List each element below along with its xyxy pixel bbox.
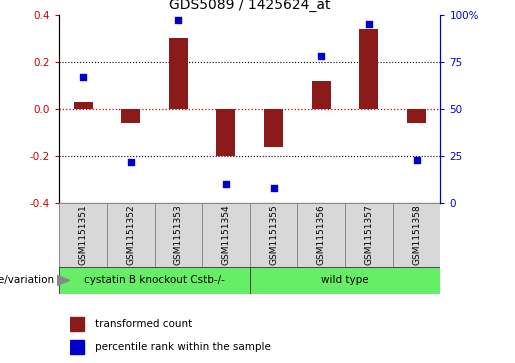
Bar <box>345 203 392 267</box>
Point <box>222 182 230 187</box>
Text: cystatin B knockout Cstb-/-: cystatin B knockout Cstb-/- <box>84 276 225 285</box>
Polygon shape <box>57 275 70 286</box>
Point <box>317 53 325 59</box>
Bar <box>169 38 188 109</box>
Text: GSM1151352: GSM1151352 <box>126 205 135 265</box>
Text: wild type: wild type <box>321 276 369 285</box>
Bar <box>250 267 440 294</box>
Bar <box>70 317 84 331</box>
Text: GSM1151353: GSM1151353 <box>174 205 183 265</box>
Bar <box>407 109 426 123</box>
Text: percentile rank within the sample: percentile rank within the sample <box>95 342 271 352</box>
Bar <box>121 109 140 123</box>
Title: GDS5089 / 1425624_at: GDS5089 / 1425624_at <box>169 0 331 12</box>
Bar <box>312 81 331 109</box>
Text: GSM1151351: GSM1151351 <box>79 205 88 265</box>
Bar <box>359 29 379 109</box>
Bar <box>154 203 202 267</box>
Bar <box>59 267 250 294</box>
Text: GSM1151356: GSM1151356 <box>317 205 325 265</box>
Text: GSM1151355: GSM1151355 <box>269 205 278 265</box>
Text: GSM1151354: GSM1151354 <box>221 205 230 265</box>
Text: genotype/variation: genotype/variation <box>0 276 54 285</box>
Bar <box>70 340 84 354</box>
Bar <box>107 203 154 267</box>
Bar <box>202 203 250 267</box>
Text: GSM1151358: GSM1151358 <box>412 205 421 265</box>
Bar <box>59 203 107 267</box>
Point <box>174 17 182 23</box>
Bar <box>250 203 297 267</box>
Point <box>365 21 373 27</box>
Bar <box>297 203 345 267</box>
Text: GSM1151357: GSM1151357 <box>365 205 373 265</box>
Bar <box>216 109 235 156</box>
Point <box>413 157 421 163</box>
Bar <box>74 102 93 109</box>
Point <box>79 74 87 80</box>
Point <box>269 185 278 191</box>
Bar <box>264 109 283 147</box>
Point <box>127 159 135 165</box>
Bar <box>392 203 440 267</box>
Text: transformed count: transformed count <box>95 319 192 329</box>
